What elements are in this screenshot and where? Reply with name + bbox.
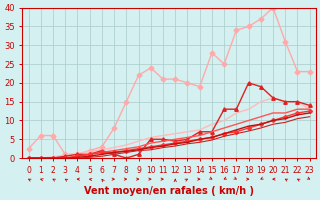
X-axis label: Vent moyen/en rafales ( km/h ): Vent moyen/en rafales ( km/h ) [84, 186, 254, 196]
